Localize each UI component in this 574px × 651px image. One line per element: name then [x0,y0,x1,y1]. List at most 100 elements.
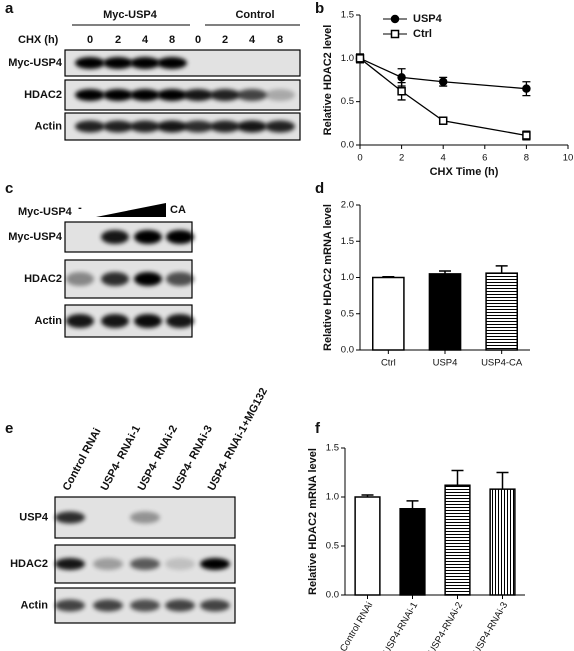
blot-band [130,57,160,69]
blot-band [66,314,94,328]
y-tick-label: 1.5 [341,10,354,21]
blot-band [130,89,160,101]
marker [522,131,531,140]
lane-label: Control RNAi [61,426,104,493]
marker [355,54,365,63]
blot-band [101,272,129,286]
row-label: Actin [35,315,63,327]
panel-letter: a [5,0,14,17]
lane-label: USP4- RNAi-1+MG132 [206,386,270,493]
blot-band [265,89,295,101]
marker [522,84,531,93]
y-tick-label: 1.0 [341,272,354,283]
blot-band [93,599,123,612]
blot-band [265,120,295,133]
marker [397,73,406,82]
x-tick-label: USP4-RNAi-2 [426,600,465,651]
legend-marker [390,14,400,24]
blot-band [157,57,187,69]
y-tick-label: 1.0 [341,53,354,64]
blot-band [130,120,160,133]
x-tick-label: USP4 [433,358,458,369]
lane-label: 8 [277,34,283,46]
blot-band [93,558,123,570]
panel-letter: d [315,180,324,197]
x-tick-label: Ctrl [381,358,396,369]
blot-band [103,57,133,69]
blot-band [134,314,162,328]
lane-label: CA [170,204,186,216]
bar [399,508,426,596]
blot-band [66,272,94,286]
blot-band [157,89,187,101]
blot-band [237,89,267,101]
bar [428,273,462,351]
lane-label: 2 [115,34,121,46]
series-line [359,57,527,90]
marker [438,77,448,86]
blot-band [165,558,195,570]
legend-label: USP4 [413,13,443,25]
lane-label: 4 [142,34,149,46]
blot-band [200,558,230,570]
blot-band [165,599,195,612]
blot-band [166,272,194,286]
blot-band [183,120,213,133]
y-tick-label: 0.5 [341,96,354,107]
bar [372,276,405,351]
row-label: HDAC2 [24,273,62,285]
x-tick-label: Control RNAi [338,600,375,651]
panel-letter: c [5,180,13,197]
row-label: USP4 [19,511,49,523]
lane-label: 4 [249,34,256,46]
dose-triangle [96,203,166,217]
lane-label: USP4- RNAi-1 [99,423,143,492]
blot-band [134,230,162,244]
marker [438,116,448,125]
bar [354,496,381,596]
blot-band [75,89,105,101]
blot-band [166,230,194,244]
panel-letter: f [315,420,321,437]
y-tick-label: 0.5 [326,541,339,552]
group-label: Control [235,9,274,21]
lane-label: 8 [169,34,175,46]
blot-band [75,120,105,133]
blot-band [200,599,230,612]
treatment-label: Myc-USP4 [18,206,73,218]
blot-band [130,511,160,524]
error-bar [495,265,508,274]
blot-band [55,599,85,612]
blot-band [210,89,240,101]
x-tick-label: USP4-CA [481,358,523,369]
x-tick-label: USP4-RNAi-3 [471,600,510,651]
error-bar [451,469,464,486]
y-tick-label: 1.5 [326,443,339,454]
blot-band [55,511,85,524]
y-axis-label: Relative HDAC2 mRNA level [322,204,334,351]
y-tick-label: 0.5 [341,308,354,319]
blot-band [157,120,187,133]
lane-label: 0 [87,34,93,46]
row-label: Actin [35,120,63,132]
marker [397,87,406,96]
y-tick-label: 0.0 [341,345,354,356]
legend-label: Ctrl [413,28,432,40]
error-bar [496,471,509,490]
blot-band [75,57,105,69]
y-axis-label: Relative HDAC2 level [322,25,334,136]
error-bar [406,500,419,509]
y-tick-label: 2.0 [341,200,354,211]
series-line [359,57,527,137]
row-label: HDAC2 [24,89,62,101]
row-label: Actin [21,599,49,611]
bar [489,488,516,596]
y-tick-label: 0.0 [326,590,339,601]
blot-band [103,120,133,133]
blot-band [237,120,267,133]
x-axis-label: CHX Time (h) [430,166,499,178]
x-tick-label: 2 [399,153,404,164]
blot-band [103,89,133,101]
blot-band [183,89,213,101]
